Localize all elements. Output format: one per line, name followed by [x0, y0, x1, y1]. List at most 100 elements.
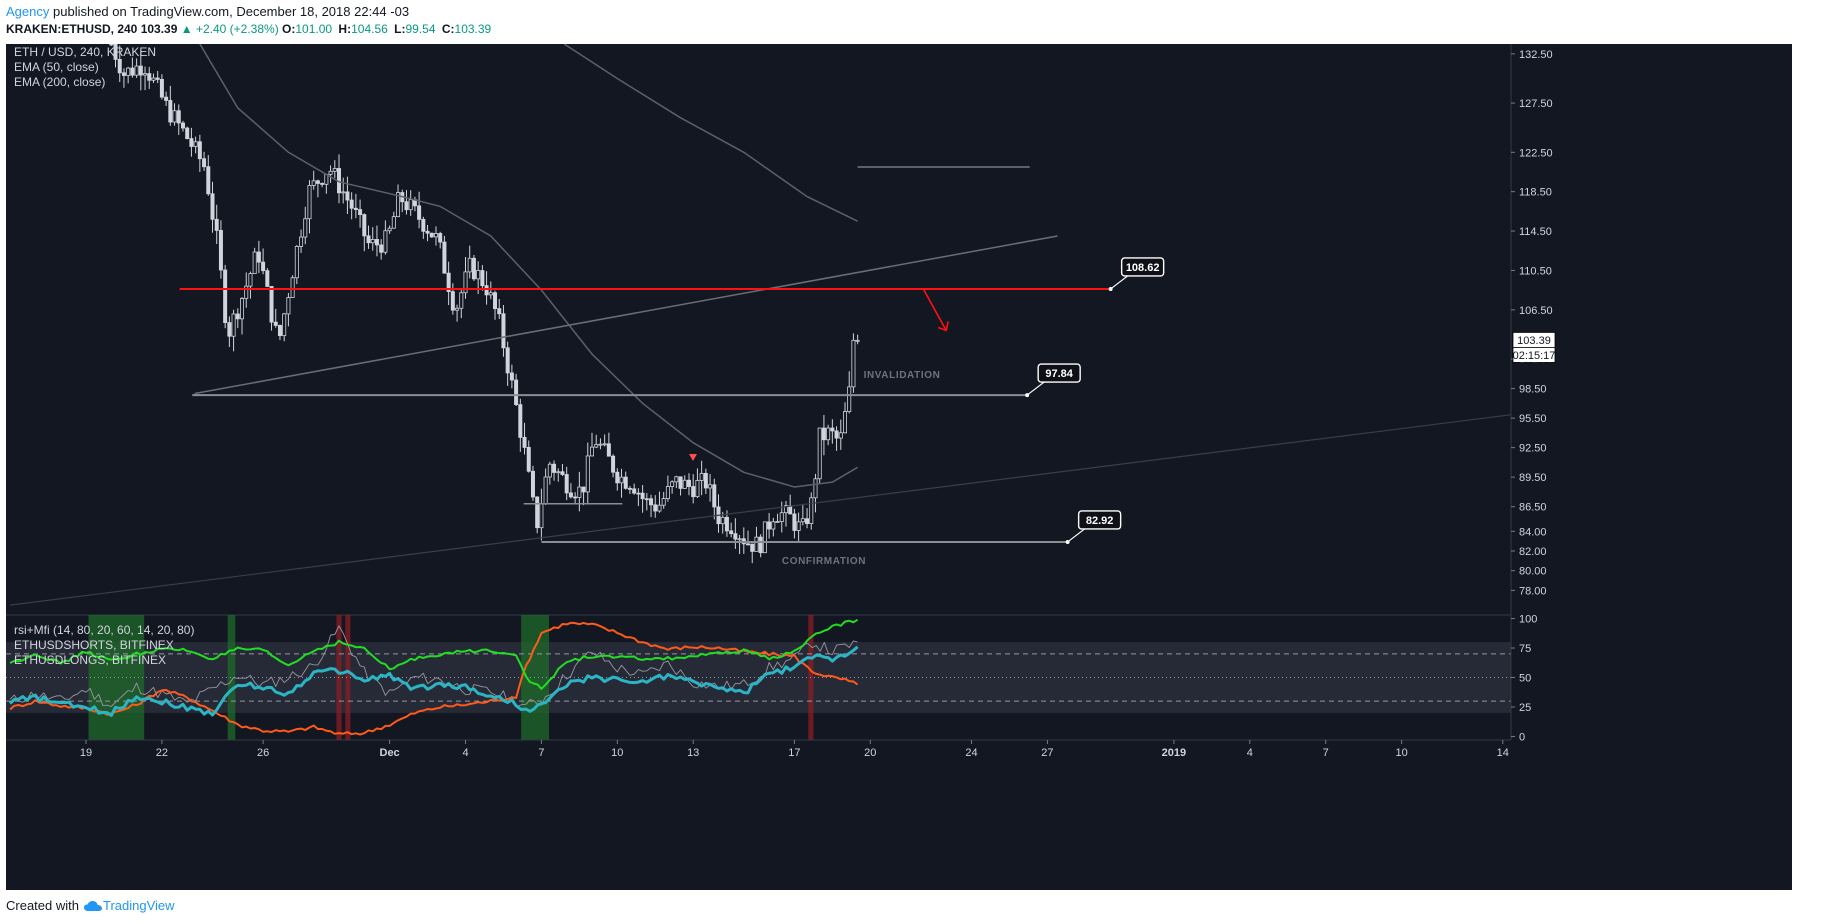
candle-body — [809, 497, 814, 524]
candle-body — [164, 96, 169, 101]
candle-body — [644, 498, 649, 501]
candle-body — [691, 486, 696, 498]
axes[interactable]: 132.50 127.50 122.50 118.50 114.50 110.50 106.… — [6, 44, 1792, 890]
price-tick-label: 127.50 — [1519, 98, 1553, 110]
time-tick-label: 4 — [1247, 747, 1253, 759]
candle-body — [353, 207, 358, 210]
invalidation-callout-value: 97.84 — [1045, 368, 1073, 380]
price-axis-ticks: 132.50 127.50 122.50 118.50 114.50 110.50 106.… — [1511, 49, 1553, 597]
close-key: C: — [441, 22, 455, 36]
candle-body — [433, 233, 438, 238]
candle-body — [240, 298, 245, 320]
candle-body — [459, 292, 464, 309]
candle-body — [429, 232, 434, 238]
price-tick-label: 92.50 — [1519, 443, 1547, 455]
candle-body — [235, 313, 240, 320]
indicator-tick-label: 50 — [1519, 673, 1531, 685]
candle-body — [796, 521, 801, 531]
time-tick-label: Dec — [380, 747, 400, 759]
indicator-tick-label: 25 — [1519, 702, 1531, 714]
longs-line — [9, 618, 859, 690]
price-tick-label: 114.50 — [1519, 226, 1552, 238]
drawings[interactable] — [10, 43, 1524, 606]
chart-area[interactable]: 108.62 97.84 82.92 INVALIDATION CONFIRMATION… — [6, 43, 1792, 890]
candle-body — [826, 427, 831, 441]
long-trend-line[interactable] — [10, 412, 1524, 606]
candle-body — [724, 516, 729, 532]
time-tick-label: 13 — [687, 747, 699, 759]
candle-body — [138, 65, 143, 76]
candle-body — [126, 67, 131, 76]
wedge-trend-line[interactable] — [194, 235, 1058, 395]
sell-signal-marker — [689, 454, 697, 461]
confirmation-callout-box — [1077, 510, 1122, 530]
candle-body — [805, 518, 810, 524]
ema200-legend: EMA (200, close) — [14, 75, 105, 89]
candle-body — [488, 292, 493, 296]
last-price-tag-value: 103.39 — [1517, 335, 1551, 347]
candle-body — [665, 486, 670, 499]
resistance-callout-anchor — [1108, 286, 1113, 291]
candle-body — [366, 235, 371, 244]
candle-body — [560, 471, 565, 475]
candle-body — [556, 471, 561, 474]
red-arrow-shaft[interactable] — [922, 288, 947, 331]
candle-body — [792, 513, 797, 531]
candle-body — [682, 479, 687, 489]
price-axis-bg[interactable] — [1511, 44, 1792, 890]
candle-body — [463, 271, 468, 294]
candle-body — [526, 446, 531, 472]
high-value: 104.56 — [351, 22, 388, 36]
candle-body — [615, 471, 620, 484]
price-tick-label: 95.50 — [1519, 413, 1547, 425]
price-change: ▲ +2.40 (+2.38%) — [180, 22, 279, 36]
author-link[interactable]: Agency — [6, 4, 50, 19]
candle-body — [214, 218, 219, 231]
candle-body — [670, 481, 675, 487]
candle-body — [733, 533, 738, 540]
tradingview-link[interactable]: TradingView — [83, 898, 175, 913]
candle-body — [332, 168, 337, 172]
invalidation-callout-box — [1037, 363, 1081, 383]
indicator-legend-longs: ETHUSDLONGS, BITFINEX — [14, 653, 166, 667]
price-tick-label: 132.50 — [1519, 49, 1553, 61]
candle-body — [176, 110, 181, 124]
low-value: 99.54 — [405, 22, 436, 36]
candle-body — [497, 308, 502, 315]
time-tick-label: 19 — [80, 747, 92, 759]
resistance-callout-box — [1120, 257, 1165, 277]
chart-svg[interactable]: 108.62 97.84 82.92 INVALIDATION CONFIRMATION… — [6, 43, 1792, 890]
red-arrow-head[interactable] — [937, 321, 949, 332]
candle-body — [438, 233, 443, 243]
candle-body — [699, 472, 704, 481]
price-tick-label: 89.50 — [1519, 472, 1547, 484]
candle-body — [564, 474, 569, 494]
candle-body — [202, 158, 207, 168]
candle-body — [581, 486, 586, 493]
ema200-line[interactable] — [563, 43, 858, 222]
candle-body — [134, 65, 139, 76]
candle-body — [636, 492, 641, 495]
candle-body — [649, 498, 654, 506]
candle-body — [619, 476, 624, 484]
candle-body — [817, 427, 822, 480]
indicator-pane[interactable]: rsi+Mfi (14, 80, 20, 60, 14, 20, 80) ETH… — [6, 615, 1511, 740]
candle-body — [197, 141, 202, 160]
candle-body — [244, 285, 249, 299]
candle-body — [535, 496, 540, 529]
price-tick-label: 82.00 — [1519, 546, 1547, 558]
candle-body — [821, 427, 826, 441]
publish-line: Agency published on TradingView.com, Dec… — [6, 4, 409, 19]
candle-body — [484, 285, 489, 296]
invalidation-callout-anchor — [1025, 393, 1030, 398]
ema50-line[interactable] — [199, 43, 858, 488]
price-tick-label: 80.00 — [1519, 566, 1547, 578]
candle-body — [206, 166, 211, 195]
candle-body — [653, 504, 658, 512]
candle-body — [273, 321, 278, 326]
candle-body — [834, 430, 839, 439]
price-pane[interactable]: 108.62 97.84 82.92 INVALIDATION CONFIRMATION… — [10, 43, 1524, 606]
candle-body — [374, 239, 379, 246]
candle-body — [522, 436, 527, 448]
candle-body — [543, 476, 548, 505]
